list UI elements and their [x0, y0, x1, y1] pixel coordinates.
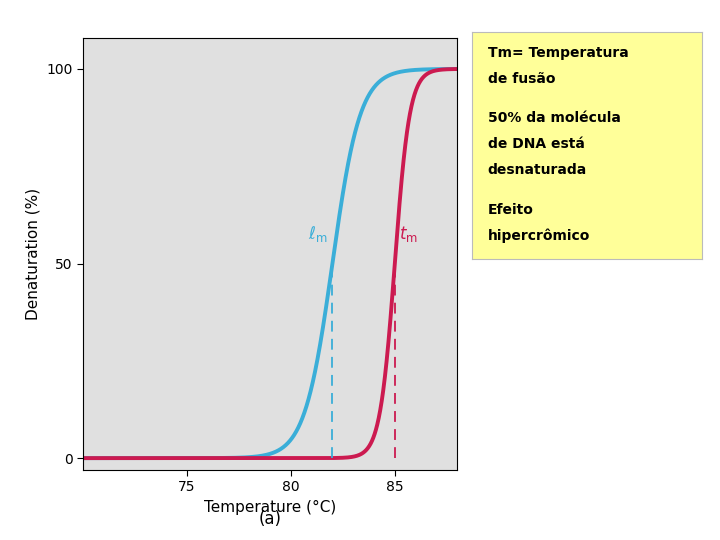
Text: hipercrômico: hipercrômico [487, 228, 590, 243]
Text: Efeito: Efeito [487, 202, 534, 217]
Text: Tm= Temperatura: Tm= Temperatura [487, 46, 629, 60]
Text: desnaturada: desnaturada [487, 164, 587, 177]
Text: de fusão: de fusão [487, 72, 555, 86]
Text: $t_\mathrm{m}$: $t_\mathrm{m}$ [399, 224, 418, 244]
Text: de DNA está: de DNA está [487, 137, 585, 151]
Text: (a): (a) [258, 510, 282, 528]
X-axis label: Temperature (°C): Temperature (°C) [204, 500, 336, 515]
Y-axis label: Denaturation (%): Denaturation (%) [25, 188, 40, 320]
Text: 50% da molécula: 50% da molécula [487, 111, 621, 125]
Text: $\ell_\mathrm{m}$: $\ell_\mathrm{m}$ [307, 224, 327, 244]
